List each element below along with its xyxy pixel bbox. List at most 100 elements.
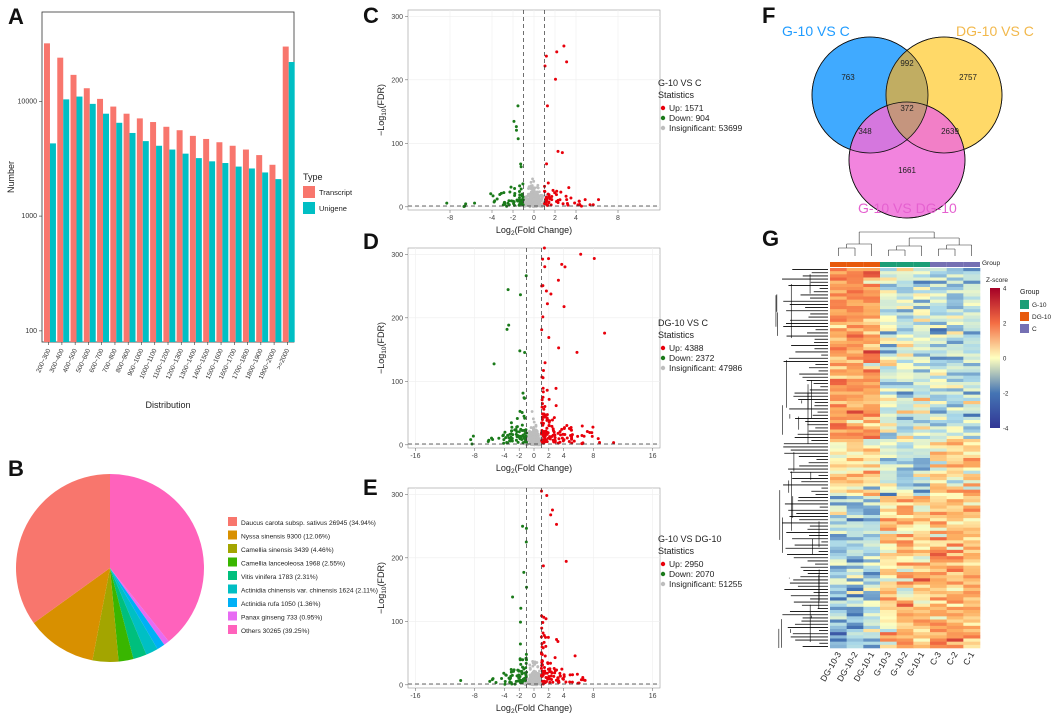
point-up: [541, 631, 545, 635]
heatmap-cell: [963, 511, 981, 516]
point-up: [544, 200, 548, 204]
heatmap-cell: [880, 413, 897, 418]
venn-count: 992: [900, 59, 914, 68]
point-insignificant: [533, 432, 537, 436]
heatmap-cell: [830, 283, 847, 288]
heatmap-cell: [846, 461, 864, 465]
heatmap-cell: [880, 546, 897, 551]
point-down: [509, 681, 513, 685]
heatmap-cell: [863, 603, 881, 608]
point-insignificant: [529, 426, 533, 429]
heatmap-cell: [830, 435, 847, 440]
point-up: [549, 677, 553, 681]
heatmap-cell: [880, 372, 897, 376]
legend-swatch: [228, 517, 237, 526]
heatmap-cell: [830, 521, 847, 525]
heatmap-cell: [863, 625, 881, 630]
heatmap-cell: [846, 293, 864, 297]
heatmap-cell: [946, 629, 964, 633]
heatmap-cell: [846, 619, 864, 623]
heatmap-cell: [963, 407, 981, 411]
heatmap-cell: [863, 359, 881, 364]
heatmap-cell: [880, 410, 897, 414]
heatmap-cell: [880, 524, 897, 528]
point-insignificant: [536, 194, 540, 198]
bar-unigene: [89, 103, 96, 342]
point-up: [544, 644, 548, 648]
point-down: [512, 119, 516, 123]
heatmap-cell: [880, 597, 897, 601]
heatmap-cell: [846, 420, 864, 424]
heatmap-cell: [946, 429, 964, 433]
y-tick-label: 100: [25, 328, 37, 335]
heatmap-cell: [863, 372, 881, 376]
heatmap-cell: [930, 464, 947, 468]
point-down: [490, 436, 494, 440]
heatmap-cell: [880, 486, 897, 490]
heatmap-cell: [846, 318, 864, 323]
heatmap-cell: [946, 521, 964, 525]
point-up: [553, 77, 557, 81]
point-up: [540, 405, 544, 409]
heatmap-cell: [863, 473, 881, 478]
heatmap-cell: [863, 347, 881, 351]
heatmap-cell: [846, 537, 864, 541]
heatmap-cell: [880, 587, 897, 592]
heatmap-cell: [946, 350, 964, 354]
heatmap-cell: [930, 489, 947, 494]
point-up: [546, 192, 550, 196]
point-up: [592, 257, 596, 261]
heatmap-cell: [830, 312, 847, 316]
point-down: [524, 661, 528, 665]
heatmap-cell: [963, 413, 981, 418]
heatmap-cell: [880, 280, 897, 285]
column-label: C-1: [961, 650, 977, 667]
heatmap-cell: [963, 502, 981, 506]
group-annotation: [846, 262, 864, 267]
heatmap-cell: [863, 369, 881, 373]
point-down: [512, 668, 516, 672]
heatmap-cell: [896, 439, 914, 443]
legend-dot: [660, 365, 666, 371]
heatmap-cell: [896, 477, 914, 481]
heatmap-cell: [830, 496, 847, 500]
heatmap-cell: [846, 492, 864, 497]
point-down: [524, 652, 528, 656]
legend-swatch: [228, 557, 237, 567]
heatmap-cell: [913, 394, 931, 399]
heatmap-cell: [896, 312, 914, 316]
heatmap-cell: [846, 553, 864, 557]
heatmap-cell: [863, 318, 881, 323]
point-down: [510, 429, 514, 433]
heatmap-cell: [880, 337, 897, 342]
heatmap-cell: [846, 274, 864, 278]
heatmap-cell: [896, 549, 914, 554]
point-insignificant: [540, 203, 544, 207]
heatmap-cell: [896, 502, 914, 506]
heatmap-cell: [930, 325, 947, 329]
heatmap-cell: [830, 347, 847, 351]
heatmap-cell: [880, 470, 897, 475]
point-up: [548, 680, 552, 684]
heatmap-cell: [830, 372, 847, 376]
legend-label: Down: 2070: [669, 569, 715, 579]
heatmap-cell: [913, 283, 931, 288]
heatmap-cell: [930, 401, 947, 405]
heatmap-cell: [863, 331, 881, 335]
pie-slice: [110, 474, 204, 642]
heatmap-cell: [846, 435, 864, 440]
x-tick-label: >=2000: [276, 348, 292, 371]
heatmap-cell: [880, 467, 897, 471]
heatmap-cell: [946, 464, 964, 468]
point-up: [556, 431, 560, 435]
heatmap-cell: [863, 616, 881, 620]
heatmap-cell: [846, 363, 864, 367]
heatmap-cell: [930, 458, 947, 462]
heatmap-cell: [830, 597, 847, 601]
heatmap-cell: [930, 280, 947, 285]
point-down: [503, 682, 507, 686]
point-down: [524, 434, 528, 438]
heatmap-cell: [896, 334, 914, 338]
point-up: [550, 198, 554, 202]
heatmap-cell: [830, 426, 847, 430]
